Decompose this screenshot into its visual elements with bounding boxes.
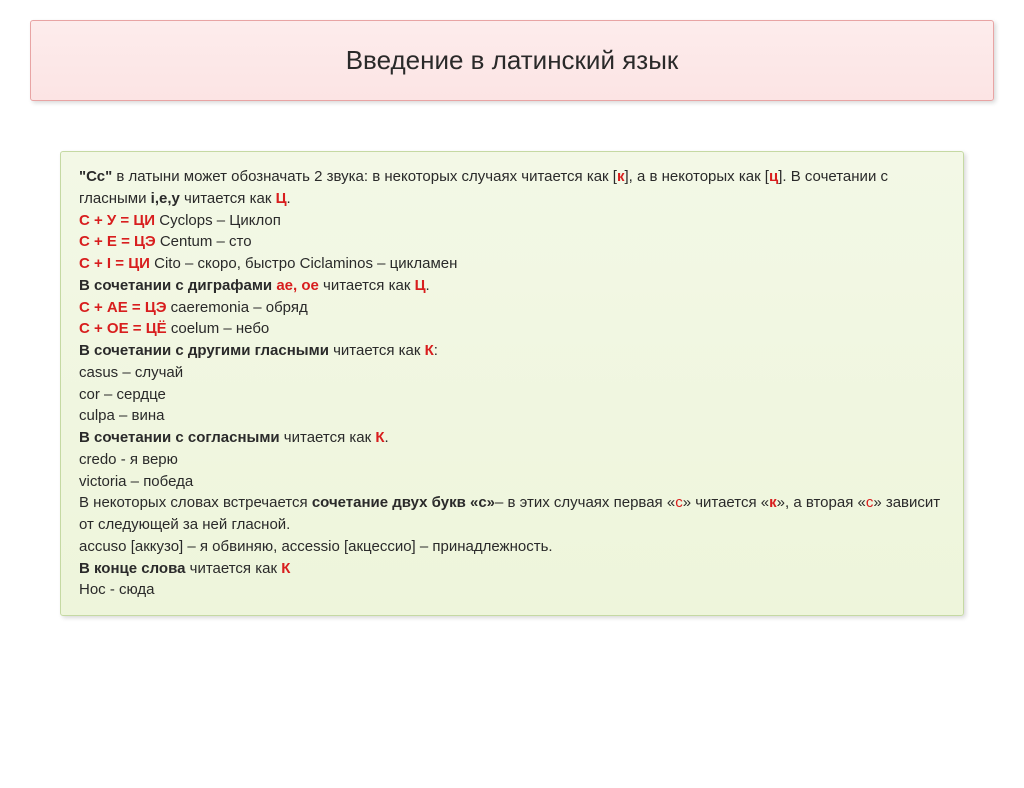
example-1: casus – случай [79,362,945,384]
digraph-dot: . [426,277,430,294]
rule5-red: С + ОЕ = ЦЁ [79,320,167,337]
intro-text-4: читается как [180,190,276,207]
example-2: cor – сердце [79,384,945,406]
end-word-line: В конце слова читается как К [79,558,945,580]
other-vowels-line: В сочетании с другими гласными читается … [79,340,945,362]
rule-5: С + ОЕ = ЦЁ coelum – небо [79,318,945,340]
example-7: Hoc - сюда [79,579,945,601]
intro-text-1: в латыни может обозначать 2 звука: в нек… [112,168,617,185]
other-bold: В сочетании с другими гласными [79,342,329,359]
cons-bold: В сочетании с согласными [79,429,280,446]
rule1-text: Cyclops – Циклоп [155,212,281,229]
example-6: accuso [аккузо] – я обвиняю, accessio [а… [79,536,945,558]
page-title: Введение в латинский язык [31,45,993,76]
content-panel: "Сс" в латыни может обозначать 2 звука: … [60,151,964,616]
intro-ts2: Ц [276,190,287,207]
double4: », а вторая « [777,494,866,511]
intro-vowels: i,e,y [151,190,180,207]
end-k: К [281,560,290,577]
rule1-red: С + У = ЦИ [79,212,155,229]
rule3-red: С + I = ЦИ [79,255,150,272]
digraph-bold: В сочетании с диграфами [79,277,276,294]
double1: В некоторых словах встречается [79,494,312,511]
end-bold: В конце слова [79,560,185,577]
example-3: culpa – вина [79,405,945,427]
rule5-text: coelum – небо [167,320,270,337]
double-k: к [769,494,777,511]
intro-dot: . [287,190,291,207]
rule-4: С + АЕ = ЦЭ caeremonia – обряд [79,297,945,319]
intro-paragraph: "Сс" в латыни может обозначать 2 звука: … [79,166,945,210]
intro-text-2: ], а в некоторых как [ [624,168,769,185]
title-panel: Введение в латинский язык [30,20,994,101]
digraph-text: читается как [319,277,415,294]
rule-1: С + У = ЦИ Cyclops – Циклоп [79,210,945,232]
rule4-text: caeremonia – обряд [167,299,308,316]
example-4: credo - я верю [79,449,945,471]
cons-text: читается как [280,429,376,446]
rule-3: С + I = ЦИ Cito – скоро, быстро Ciclamin… [79,253,945,275]
rule2-red: С + Е = ЦЭ [79,233,156,250]
end-text: читается как [185,560,281,577]
consonants-line: В сочетании с согласными читается как К. [79,427,945,449]
double2: – в этих случаях первая « [495,494,675,511]
rule4-red: С + АЕ = ЦЭ [79,299,167,316]
digraph-line: В сочетании с диграфами ае, ое читается … [79,275,945,297]
double-c1: с [675,494,683,511]
digraph-red: ае, ое [276,277,319,294]
double3: » читается « [683,494,769,511]
other-k: К [425,342,434,359]
rule3-text: Cito – скоро, быстро Ciclaminos – циклам… [150,255,457,272]
cons-dot: . [385,429,389,446]
double-bold: сочетание двух букв «с» [312,494,495,511]
intro-ts: ц [769,168,778,185]
rule2-text: Centum – сто [156,233,252,250]
other-text: читается как [329,342,425,359]
cons-k: К [375,429,384,446]
digraph-ts: Ц [415,277,426,294]
intro-lead: "Сс" [79,168,112,185]
rule-2: С + Е = ЦЭ Centum – сто [79,231,945,253]
double-c-line: В некоторых словах встречается сочетание… [79,492,945,536]
other-colon: : [434,342,438,359]
example-5: victoria – победа [79,471,945,493]
